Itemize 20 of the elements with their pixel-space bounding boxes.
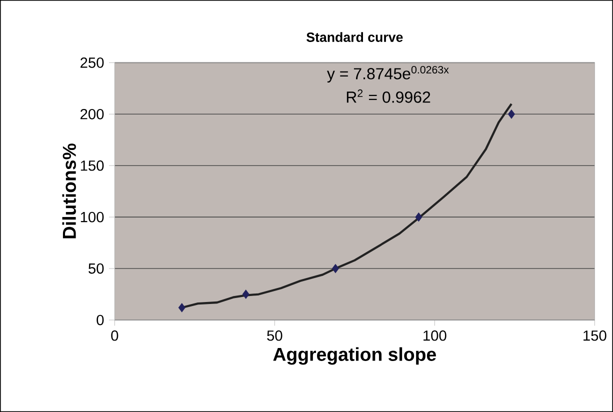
x-axis-title: Aggregation slope xyxy=(273,347,436,365)
annotation: R$^{2}$ = 0.9962 xyxy=(346,89,430,103)
x-tick-label: 100 xyxy=(424,330,446,341)
y-tick-label: 200 xyxy=(80,108,104,120)
x-tick-label: 50 xyxy=(267,330,282,341)
x-tick-label: 150 xyxy=(584,330,606,341)
x-tick-label: 0 xyxy=(111,330,118,341)
y-tick-label: 50 xyxy=(88,263,104,274)
y-tick-label: 250 xyxy=(80,57,104,68)
y-tick-label: 100 xyxy=(80,212,104,222)
point xyxy=(415,212,422,222)
y-tick-label: 0 xyxy=(96,314,104,326)
y-axis-title: Dilutions% xyxy=(62,144,76,238)
chart-title: Standard curve xyxy=(306,32,403,42)
point xyxy=(508,110,515,119)
annotation: y = 7.8745e$^{0.0263x}$ xyxy=(326,66,449,83)
y-tick-label: 150 xyxy=(80,160,104,171)
point xyxy=(332,264,339,274)
point xyxy=(178,303,186,312)
point xyxy=(242,290,250,299)
